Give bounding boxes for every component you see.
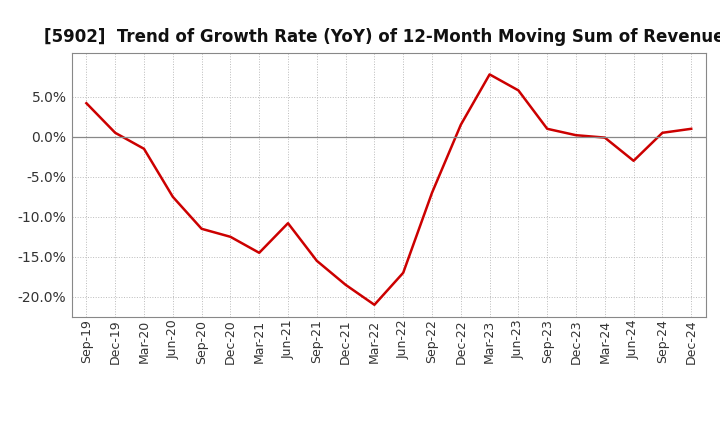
Title: [5902]  Trend of Growth Rate (YoY) of 12-Month Moving Sum of Revenues: [5902] Trend of Growth Rate (YoY) of 12-… — [44, 28, 720, 46]
